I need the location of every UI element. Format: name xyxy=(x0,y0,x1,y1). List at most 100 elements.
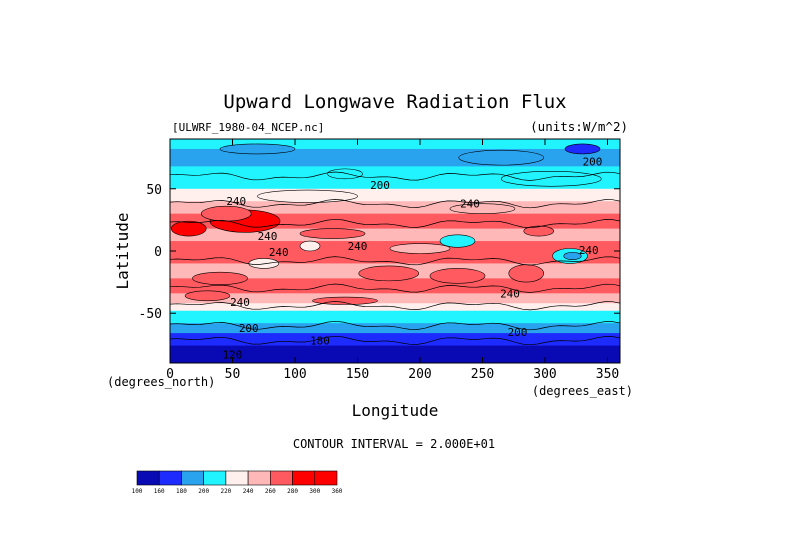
y-tick-label: 50 xyxy=(146,183,162,198)
x-tick-label: 150 xyxy=(346,367,369,382)
x-unit-note: (degrees_east) xyxy=(532,384,633,398)
colorbar-tick-label: 160 xyxy=(154,488,165,495)
y-axis-ticks: 50 0 -50 xyxy=(139,183,620,322)
contour-line xyxy=(170,301,620,311)
heatmap-feature xyxy=(523,225,555,237)
heatmap-feature xyxy=(508,264,545,283)
colorbar-swatch xyxy=(158,470,182,486)
heatmap-band xyxy=(170,345,620,363)
x-tick-label: 250 xyxy=(471,367,494,382)
contour-label: 240 xyxy=(226,195,246,208)
heatmap-feature xyxy=(458,149,545,166)
heatmap-feature xyxy=(449,203,516,214)
chart-subtitle-left: [ULWRF_1980-04_NCEP.nc] xyxy=(172,121,324,134)
heatmap-feature xyxy=(299,228,366,239)
heatmap-feature xyxy=(257,189,358,203)
heatmap-feature xyxy=(192,271,248,285)
contour-label: 180 xyxy=(310,335,330,348)
heatmap-feature xyxy=(358,265,420,282)
y-unit-note: (degrees_north) xyxy=(107,375,215,389)
heatmap-band xyxy=(170,278,620,294)
contour-label: 200 xyxy=(239,322,259,335)
contour-label: 240 xyxy=(269,246,289,259)
heatmap-plot-area xyxy=(170,139,620,363)
x-tick-label: 50 xyxy=(225,367,241,382)
contour-label: 200 xyxy=(370,179,390,192)
heatmap-feature xyxy=(312,296,378,305)
x-tick-label: 200 xyxy=(408,367,431,382)
heatmap-feature xyxy=(429,268,486,284)
y-axis-label: Latitude xyxy=(113,212,132,289)
contour-label: 240 xyxy=(348,240,368,253)
colorbar-swatch xyxy=(270,470,293,486)
x-tick-label: 300 xyxy=(533,367,556,382)
colorbar-swatch xyxy=(181,470,204,486)
x-axis-label: Longitude xyxy=(352,401,439,420)
colorbar-tick-label: 260 xyxy=(265,488,276,495)
heatmap-features xyxy=(170,143,620,346)
heatmap-feature xyxy=(170,220,207,237)
heatmap-feature xyxy=(248,258,280,269)
colorbar-tick-label: 280 xyxy=(287,488,298,495)
colorbar-tick-label: 180 xyxy=(176,488,187,495)
contour-label: 240 xyxy=(460,198,480,211)
colorbar: 100 160 180 200 220 240 260 280 300 360 xyxy=(132,470,343,495)
contour-line xyxy=(170,256,620,266)
colorbar-swatch xyxy=(314,470,338,486)
heatmap-feature xyxy=(327,168,363,180)
x-axis-ticks: 0 50 100 150 200 250 300 350 xyxy=(166,139,619,382)
heatmap-feature xyxy=(439,234,476,248)
contour-label: 240 xyxy=(579,244,599,257)
contour-label: 200 xyxy=(508,326,528,339)
heatmap-band xyxy=(170,310,620,324)
contour-label: 120 xyxy=(223,348,243,361)
contour-line xyxy=(170,320,620,331)
contour-line xyxy=(170,199,620,209)
colorbar-swatch xyxy=(203,470,227,486)
colorbar-swatch xyxy=(247,470,271,486)
heatmap-feature xyxy=(500,171,602,187)
x-tick-label: 0 xyxy=(166,367,174,382)
colorbar-swatch xyxy=(136,470,160,486)
heatmap-band xyxy=(170,293,620,304)
heatmap-feature xyxy=(563,251,582,261)
colorbar-tick-label: 100 xyxy=(132,488,143,495)
chart-title: Upward Longwave Radiation Flux xyxy=(223,91,566,113)
contour-label: 240 xyxy=(230,296,250,309)
contour-label: 200 xyxy=(583,155,603,168)
contour-label: 240 xyxy=(258,230,278,243)
heatmap-feature xyxy=(389,243,451,254)
heatmap-band xyxy=(170,139,620,150)
heatmap-feature xyxy=(299,240,321,252)
heatmap-bands xyxy=(170,139,620,363)
contour-line xyxy=(170,283,620,293)
heatmap-feature xyxy=(200,205,252,222)
y-tick-label: 0 xyxy=(154,245,162,260)
contour-label: 240 xyxy=(500,287,520,300)
colorbar-swatch xyxy=(292,470,316,486)
heatmap-band xyxy=(170,213,620,230)
heatmap-band xyxy=(170,333,620,347)
contour-interval-text: CONTOUR INTERVAL = 2.000E+01 xyxy=(293,437,495,451)
colorbar-tick-label: 300 xyxy=(309,488,320,495)
x-tick-label: 350 xyxy=(596,367,619,382)
y-tick-label: -50 xyxy=(139,307,162,322)
colorbar-tick-label: 360 xyxy=(332,488,343,495)
colorbar-tick-label: 220 xyxy=(220,488,231,495)
chart-subtitle-right: (units:W/m^2) xyxy=(530,119,628,134)
heatmap-band xyxy=(170,228,620,242)
colorbar-tick-label: 200 xyxy=(198,488,209,495)
heatmap-feature xyxy=(219,143,296,155)
contour-line xyxy=(170,218,620,229)
colorbar-swatch xyxy=(225,470,249,486)
x-tick-label: 100 xyxy=(283,367,306,382)
contour-line xyxy=(170,335,620,346)
colorbar-tick-label: 240 xyxy=(243,488,254,495)
heatmap-band xyxy=(170,241,620,264)
heatmap-band xyxy=(170,323,620,334)
contour-line xyxy=(170,171,620,181)
contour-labels: 200 200 240 240 240 240 240 240 240 240 200 200 180 1… xyxy=(223,155,603,361)
heatmap-feature xyxy=(564,143,601,155)
heatmap-feature xyxy=(184,290,231,302)
